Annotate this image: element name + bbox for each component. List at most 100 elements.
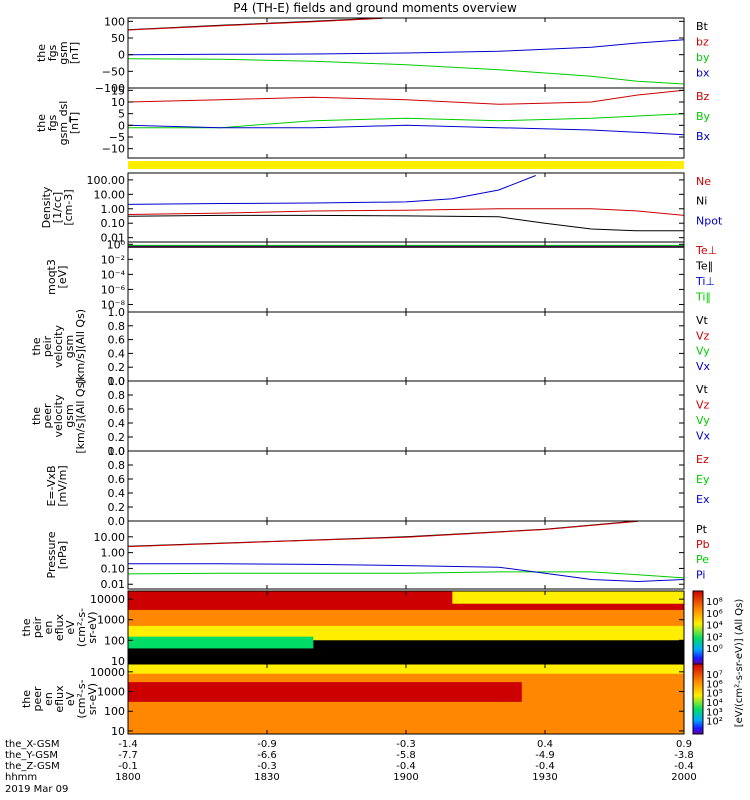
y-tick-label: 0.4 — [108, 487, 126, 500]
y-axis-label: peir — [41, 335, 54, 357]
y-axis-label: moqt3 — [45, 259, 58, 295]
colorbar-tick-label: 10² — [706, 717, 723, 728]
y-axis-label: [km/s](All Qs) — [74, 309, 87, 384]
y-tick-label: 0.6 — [108, 334, 126, 347]
y-tick-label: 0.8 — [108, 459, 126, 472]
panel-frame — [127, 450, 685, 522]
x-axis-row-value: -0.3 — [257, 761, 277, 772]
x-axis-row-value: -4.9 — [535, 750, 555, 761]
x-axis-row-value: 1830 — [254, 772, 279, 783]
y-tick-label: 100.00 — [87, 174, 126, 187]
legend-Npot: Npot — [696, 214, 723, 227]
series-line-Pb — [127, 520, 638, 548]
legend-Vx: Vx — [696, 430, 711, 443]
y-tick-label: 1.0 — [108, 306, 126, 319]
y-axis-label: [eV] — [56, 266, 69, 289]
series-line-Pe — [127, 571, 685, 579]
y-tick-label: 0.01 — [101, 578, 126, 591]
y-axis-label: the — [35, 114, 48, 132]
legend-Te‖: Te‖ — [695, 260, 713, 273]
y-tick-label: 15 — [111, 84, 125, 97]
y-axis-label: eflux — [53, 685, 66, 713]
y-tick-label: 1.0 — [108, 375, 126, 388]
y-axis-label: (cm²-s- — [75, 608, 88, 647]
y-tick-label: 10⁻² — [101, 253, 125, 266]
y-tick-label: 100 — [104, 705, 125, 718]
x-axis-row-label: the_Y-GSM — [5, 750, 58, 761]
y-tick-label: 5 — [118, 108, 125, 121]
y-axis-label: sr-eV) — [86, 611, 99, 643]
colorbar-tick-label: 10² — [706, 632, 723, 643]
y-tick-label: −5 — [109, 131, 125, 144]
y-tick-label: 1.00 — [101, 203, 126, 216]
series-line-by — [127, 58, 685, 85]
y-tick-label: 10 — [111, 655, 125, 668]
legend-Pi: Pi — [696, 568, 705, 581]
y-axis-label: [cm-3] — [62, 189, 75, 225]
x-axis-row-value: -0.4 — [674, 761, 694, 772]
y-axis-label: velocity — [52, 394, 65, 437]
colorbar-0 — [692, 590, 704, 665]
legend-Ey: Ey — [696, 473, 710, 486]
colorbar-tick-label: 10⁶ — [706, 679, 723, 690]
x-axis-row-value: 0.9 — [676, 739, 692, 750]
colorbar-tick-label: 10⁷ — [706, 670, 723, 681]
y-axis-label: Density — [40, 186, 53, 228]
colorbar-tick-label: 10⁶ — [706, 609, 723, 620]
x-axis-row-value: -6.6 — [257, 750, 277, 761]
panel-frame — [127, 520, 685, 590]
y-axis-label: peir — [31, 616, 44, 638]
colorbar-tick-label: 10⁴ — [706, 621, 723, 632]
legend-Vz: Vz — [696, 329, 710, 342]
y-axis-label: peer — [41, 403, 54, 429]
y-tick-label: 1000 — [97, 614, 125, 627]
x-axis-row-label: hhmm — [5, 772, 37, 783]
x-axis-row-value: 0.4 — [537, 739, 553, 750]
legend-Bx: Bx — [696, 130, 711, 143]
legend-Vt: Vt — [696, 314, 709, 327]
y-tick-label: 0.6 — [108, 403, 126, 416]
series-line-Pt — [127, 520, 638, 547]
legend-Pb: Pb — [696, 538, 710, 551]
legend-Ex: Ex — [696, 493, 710, 506]
bar-status-strip — [128, 161, 684, 169]
legend-Vx: Vx — [696, 360, 711, 373]
heatmap-8 — [128, 591, 684, 664]
legend-Ne: Ne — [696, 175, 711, 188]
y-axis-label: E=-VxB — [45, 465, 58, 506]
heatmap-band-high — [128, 609, 684, 628]
x-axis-row-value: 1800 — [115, 772, 140, 783]
y-axis-label: en — [42, 692, 55, 706]
y-tick-label: 10000 — [90, 593, 125, 606]
y-axis-label: [mV/m] — [56, 465, 69, 506]
y-axis-label: the — [30, 407, 43, 425]
legend-Pe: Pe — [696, 553, 709, 566]
y-tick-label: 50 — [111, 32, 125, 45]
legend-Ez: Ez — [696, 453, 709, 466]
y-axis-label: sr-eV) — [86, 683, 99, 715]
y-tick-label: 10.00 — [94, 531, 126, 544]
panel-frame — [127, 311, 685, 382]
colorbar-tick-label: 10⁵ — [706, 689, 723, 700]
y-tick-label: 0.8 — [108, 389, 126, 402]
y-tick-label: −50 — [102, 65, 125, 78]
legend-by: by — [696, 51, 710, 64]
y-axis-label: gsm — [57, 41, 70, 64]
heatmap-band-upper — [452, 591, 684, 604]
series-line-Ni — [127, 214, 684, 232]
panel-frame — [127, 241, 685, 313]
y-tick-label: −10 — [102, 143, 125, 156]
y-tick-label: 1.00 — [101, 547, 126, 560]
y-tick-label: 10⁰ — [107, 238, 126, 251]
series-line-Ne — [127, 208, 685, 216]
y-tick-label: 10000 — [90, 666, 125, 679]
y-axis-label: peer — [31, 686, 44, 712]
legend-Vt: Vt — [696, 383, 709, 396]
x-axis-row-value: -0.4 — [396, 761, 416, 772]
heatmap-band-low — [128, 636, 314, 649]
legend-Bz: Bz — [696, 90, 710, 103]
legend-Vz: Vz — [696, 399, 710, 412]
y-tick-label: 10 — [111, 725, 125, 738]
y-axis-label: the — [20, 690, 33, 708]
